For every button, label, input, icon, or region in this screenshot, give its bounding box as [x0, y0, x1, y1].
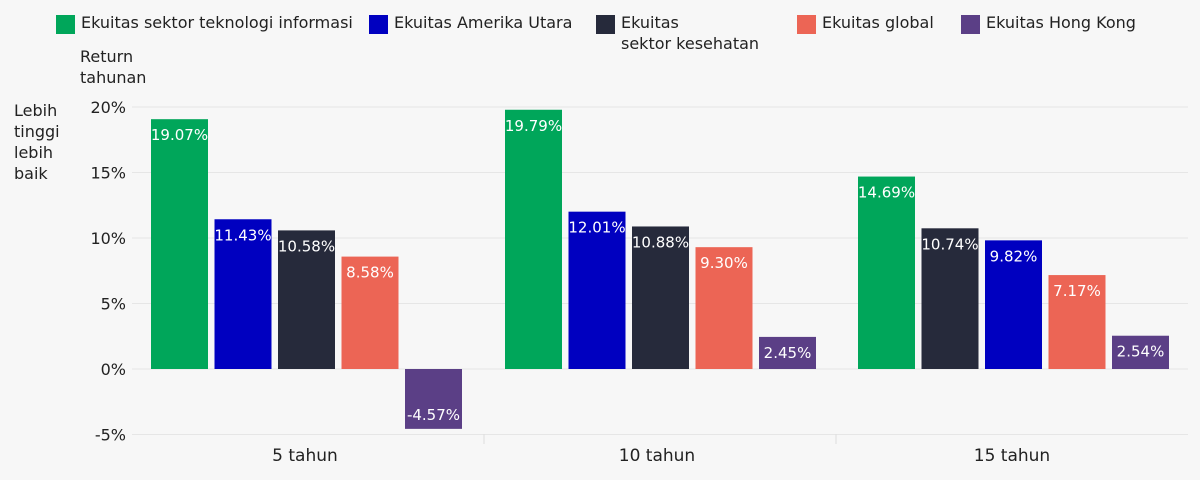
legend-label: Ekuitas Amerika Utara: [394, 13, 573, 32]
legend-item-hong-kong: Ekuitas Hong Kong: [961, 12, 1136, 34]
data-label: 10.74%: [921, 235, 978, 253]
legend-item-health: Ekuitas sektor kesehatan: [596, 12, 759, 54]
data-label: 19.79%: [505, 117, 562, 135]
legend-label: Ekuitas sektor kesehatan: [621, 13, 760, 53]
y-tick-label: 10%: [90, 229, 126, 248]
data-label: 11.43%: [214, 226, 271, 244]
legend-item-north-america: Ekuitas Amerika Utara: [369, 12, 572, 34]
bars: 19.07% 11.43% 10.58% 8.58% -4.57% 19.79% 12.01…: [151, 109, 1169, 429]
data-label: 8.58%: [346, 264, 394, 282]
bar: [151, 119, 208, 369]
data-label: 10.88%: [632, 233, 689, 251]
data-label: 2.45%: [764, 344, 812, 362]
x-category-label: 15 tahun: [974, 446, 1050, 466]
y-tick-label: 0%: [101, 360, 126, 379]
data-label: 9.30%: [700, 254, 748, 272]
bar: [985, 240, 1042, 369]
legend-swatch: [56, 15, 75, 34]
bar: [278, 230, 335, 369]
y-axis-title: Return tahunan: [80, 47, 147, 87]
x-axis: 5 tahun 10 tahun 15 tahun: [272, 446, 1050, 466]
bar: [632, 226, 689, 369]
legend-label: Ekuitas global: [822, 13, 934, 32]
higher-is-better-note: Lebih tinggi lebih baik: [14, 101, 60, 183]
data-label: 9.82%: [990, 247, 1038, 265]
bar: [214, 219, 272, 369]
data-label: 12.01%: [568, 219, 625, 237]
bar: [405, 369, 462, 429]
bar: [1048, 275, 1106, 369]
x-category-label: 5 tahun: [272, 446, 338, 466]
legend-item-global: Ekuitas global: [797, 12, 934, 34]
bar: [505, 109, 562, 369]
legend-swatch: [369, 15, 388, 34]
legend-swatch: [596, 15, 615, 34]
bar: [568, 211, 626, 369]
bar: [1112, 335, 1169, 369]
legend-label: Ekuitas sektor teknologi informasi: [81, 13, 353, 32]
data-label: 10.58%: [278, 237, 335, 255]
legend-label: Ekuitas Hong Kong: [986, 13, 1136, 32]
bar: [341, 256, 399, 369]
legend-item-tech: Ekuitas sektor teknologi informasi: [56, 12, 353, 34]
data-label: 14.69%: [858, 184, 915, 202]
data-label: 19.07%: [151, 126, 208, 144]
bar: [921, 228, 979, 369]
y-axis: -5% 0% 5% 10% 15% 20%: [90, 98, 126, 445]
legend-swatch: [961, 15, 980, 34]
x-category-label: 10 tahun: [619, 446, 695, 466]
bar: [759, 336, 816, 369]
y-tick-label: -5%: [95, 426, 126, 445]
y-tick-label: 20%: [90, 98, 126, 117]
data-label: -4.57%: [407, 406, 460, 424]
data-label: 2.54%: [1117, 343, 1165, 361]
y-tick-label: 5%: [101, 295, 126, 314]
data-label: 7.17%: [1053, 282, 1101, 300]
legend-swatch: [797, 15, 816, 34]
y-tick-label: 15%: [90, 164, 126, 183]
bar: [858, 176, 915, 369]
bar: [695, 247, 753, 369]
